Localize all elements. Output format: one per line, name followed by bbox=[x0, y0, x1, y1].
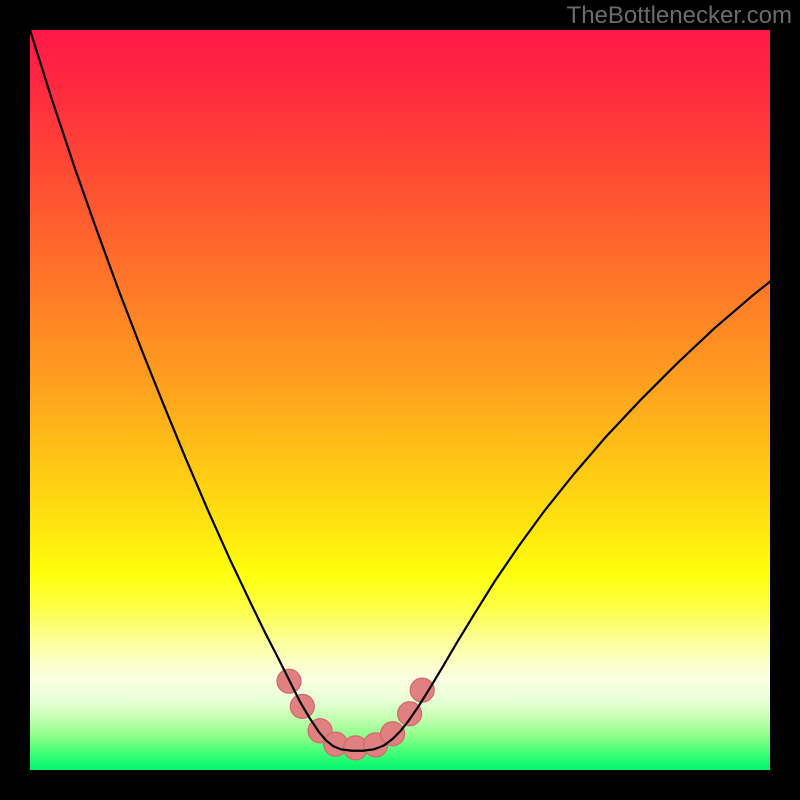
curve-layer bbox=[30, 30, 770, 770]
chart-frame: TheBottlenecker.com bbox=[0, 0, 800, 800]
curve-marker bbox=[381, 722, 405, 746]
marker-group bbox=[277, 669, 434, 760]
bottleneck-curve bbox=[30, 30, 770, 751]
watermark-text: TheBottlenecker.com bbox=[567, 2, 792, 30]
plot-area bbox=[30, 30, 770, 770]
